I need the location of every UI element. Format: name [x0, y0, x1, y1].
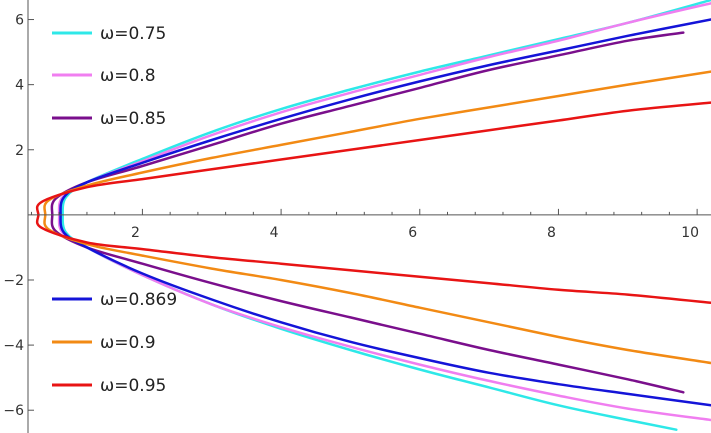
axes [27, 0, 711, 433]
legend-label: ω=0.75 [100, 24, 166, 44]
legend: ω=0.75 ω=0.8 ω=0.85 ω=0.869 ω=0.9 ω=0.95 [52, 24, 177, 396]
y-tick-label: 6 [15, 13, 24, 29]
x-tick-label: 8 [547, 225, 556, 241]
legend-label: ω=0.8 [100, 66, 156, 86]
legend-label: ω=0.95 [100, 376, 166, 396]
x-tick-label: 4 [270, 225, 279, 241]
ticks: 2 4 6 8 10 −6 −4 −2 2 4 6 [3, 13, 699, 420]
y-tick-label: −2 [3, 273, 24, 289]
legend-label: ω=0.9 [100, 333, 156, 353]
legend-label: ω=0.869 [100, 290, 177, 310]
y-tick-label: −4 [3, 338, 24, 354]
legend-label: ω=0.85 [100, 109, 166, 129]
x-tick-label: 10 [681, 225, 699, 241]
y-tick-label: 4 [15, 78, 24, 94]
x-tick-label: 6 [408, 225, 417, 241]
x-tick-label: 2 [131, 225, 140, 241]
y-tick-label: −6 [3, 403, 24, 419]
y-tick-label: 2 [15, 143, 24, 159]
series-curve-1 [57, 2, 711, 422]
